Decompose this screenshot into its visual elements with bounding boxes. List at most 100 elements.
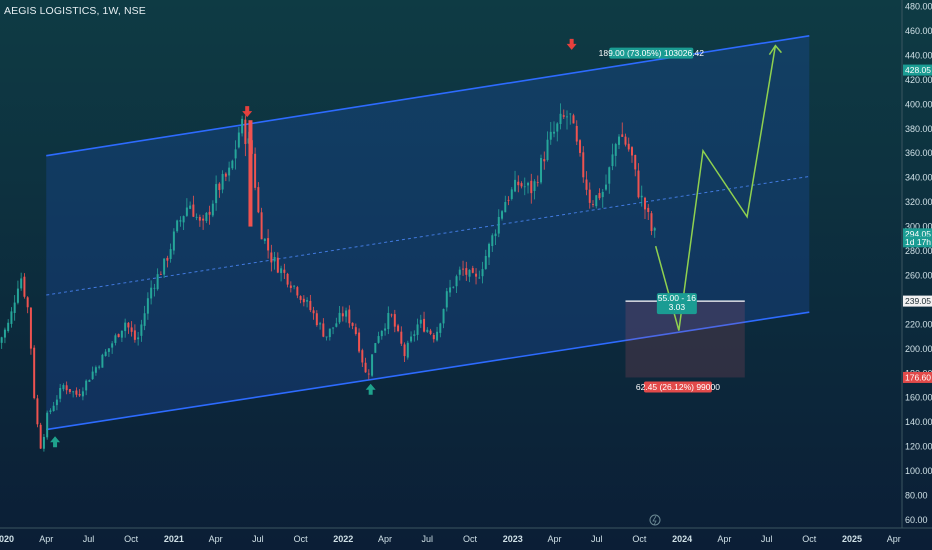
candle[interactable] xyxy=(608,166,611,194)
candle[interactable] xyxy=(306,297,309,308)
candle[interactable] xyxy=(643,196,646,219)
candle[interactable] xyxy=(348,305,351,328)
candle[interactable] xyxy=(241,115,244,137)
candle[interactable] xyxy=(46,410,49,440)
candle[interactable] xyxy=(618,134,620,150)
candle[interactable] xyxy=(75,387,78,398)
candle[interactable] xyxy=(471,265,474,274)
candle[interactable] xyxy=(59,383,62,403)
candle[interactable] xyxy=(104,349,107,357)
candle[interactable] xyxy=(484,249,487,270)
candle[interactable] xyxy=(582,146,585,183)
candle[interactable] xyxy=(621,122,624,137)
candle[interactable] xyxy=(172,228,175,255)
candle[interactable] xyxy=(286,272,289,288)
candle[interactable] xyxy=(156,268,159,291)
candle[interactable] xyxy=(569,113,572,125)
candle[interactable] xyxy=(592,200,594,208)
candle[interactable] xyxy=(166,255,169,268)
candle[interactable] xyxy=(335,317,338,328)
candle[interactable] xyxy=(195,213,198,221)
candle[interactable] xyxy=(120,330,123,342)
candle[interactable] xyxy=(159,271,162,275)
candle[interactable] xyxy=(302,295,305,307)
candle[interactable] xyxy=(228,161,231,182)
candle[interactable] xyxy=(429,328,432,336)
candle[interactable] xyxy=(101,353,104,368)
candle[interactable] xyxy=(198,214,201,227)
candle[interactable] xyxy=(124,318,127,338)
candle[interactable] xyxy=(26,296,29,314)
candle[interactable] xyxy=(423,311,426,333)
candle[interactable] xyxy=(634,154,637,177)
candle[interactable] xyxy=(449,279,452,297)
candle[interactable] xyxy=(260,207,263,240)
candle[interactable] xyxy=(130,321,133,337)
candle[interactable] xyxy=(377,331,380,344)
candle[interactable] xyxy=(579,139,582,157)
candle[interactable] xyxy=(410,331,413,343)
candle[interactable] xyxy=(319,321,322,330)
candle[interactable] xyxy=(29,307,32,355)
candle[interactable] xyxy=(400,326,403,347)
candle[interactable] xyxy=(208,205,211,225)
candle[interactable] xyxy=(20,272,23,291)
candle[interactable] xyxy=(0,336,3,349)
candle[interactable] xyxy=(611,143,614,171)
candle[interactable] xyxy=(595,194,598,209)
candle[interactable] xyxy=(117,333,120,338)
candle[interactable] xyxy=(631,146,633,163)
candle[interactable] xyxy=(176,219,179,233)
candle[interactable] xyxy=(640,185,643,207)
candle[interactable] xyxy=(244,115,247,157)
candle[interactable] xyxy=(491,233,494,252)
candle[interactable] xyxy=(455,274,458,293)
candle[interactable] xyxy=(406,340,409,360)
candle[interactable] xyxy=(653,226,656,238)
candle[interactable] xyxy=(78,389,81,397)
candle[interactable] xyxy=(231,159,234,170)
candle[interactable] xyxy=(354,323,357,336)
candle[interactable] xyxy=(523,177,526,196)
candle[interactable] xyxy=(312,306,315,320)
candle[interactable] xyxy=(559,103,562,130)
candle[interactable] xyxy=(468,269,471,283)
candle[interactable] xyxy=(68,389,71,394)
candle[interactable] xyxy=(497,209,500,238)
candle[interactable] xyxy=(540,154,543,185)
candle[interactable] xyxy=(478,270,481,279)
candle[interactable] xyxy=(299,295,302,304)
candle[interactable] xyxy=(465,261,468,281)
candle[interactable] xyxy=(553,121,556,138)
candle[interactable] xyxy=(426,327,429,333)
candle[interactable] xyxy=(218,182,221,198)
candle[interactable] xyxy=(549,122,552,145)
candle[interactable] xyxy=(283,263,286,279)
candle[interactable] xyxy=(202,214,205,230)
candle[interactable] xyxy=(624,133,627,147)
candle[interactable] xyxy=(614,142,617,167)
candle[interactable] xyxy=(293,285,296,290)
candle[interactable] xyxy=(436,326,439,342)
candle[interactable] xyxy=(325,336,328,341)
candle[interactable] xyxy=(315,310,318,327)
candle[interactable] xyxy=(52,401,55,412)
candle[interactable] xyxy=(543,151,546,170)
candle[interactable] xyxy=(263,237,266,244)
candle[interactable] xyxy=(234,140,237,170)
candle[interactable] xyxy=(345,307,348,323)
candle[interactable] xyxy=(575,120,578,146)
candle[interactable] xyxy=(81,387,84,401)
candle[interactable] xyxy=(205,212,208,224)
candle[interactable] xyxy=(296,285,299,299)
candle[interactable] xyxy=(10,307,13,328)
candle[interactable] xyxy=(33,345,36,400)
candle[interactable] xyxy=(416,318,419,341)
highlighted-candle[interactable] xyxy=(248,120,253,227)
candle[interactable] xyxy=(367,369,370,380)
candle[interactable] xyxy=(146,292,149,320)
lightning-icon[interactable] xyxy=(649,514,661,526)
candle[interactable] xyxy=(127,322,130,334)
candle[interactable] xyxy=(211,200,214,218)
candle[interactable] xyxy=(143,305,146,331)
